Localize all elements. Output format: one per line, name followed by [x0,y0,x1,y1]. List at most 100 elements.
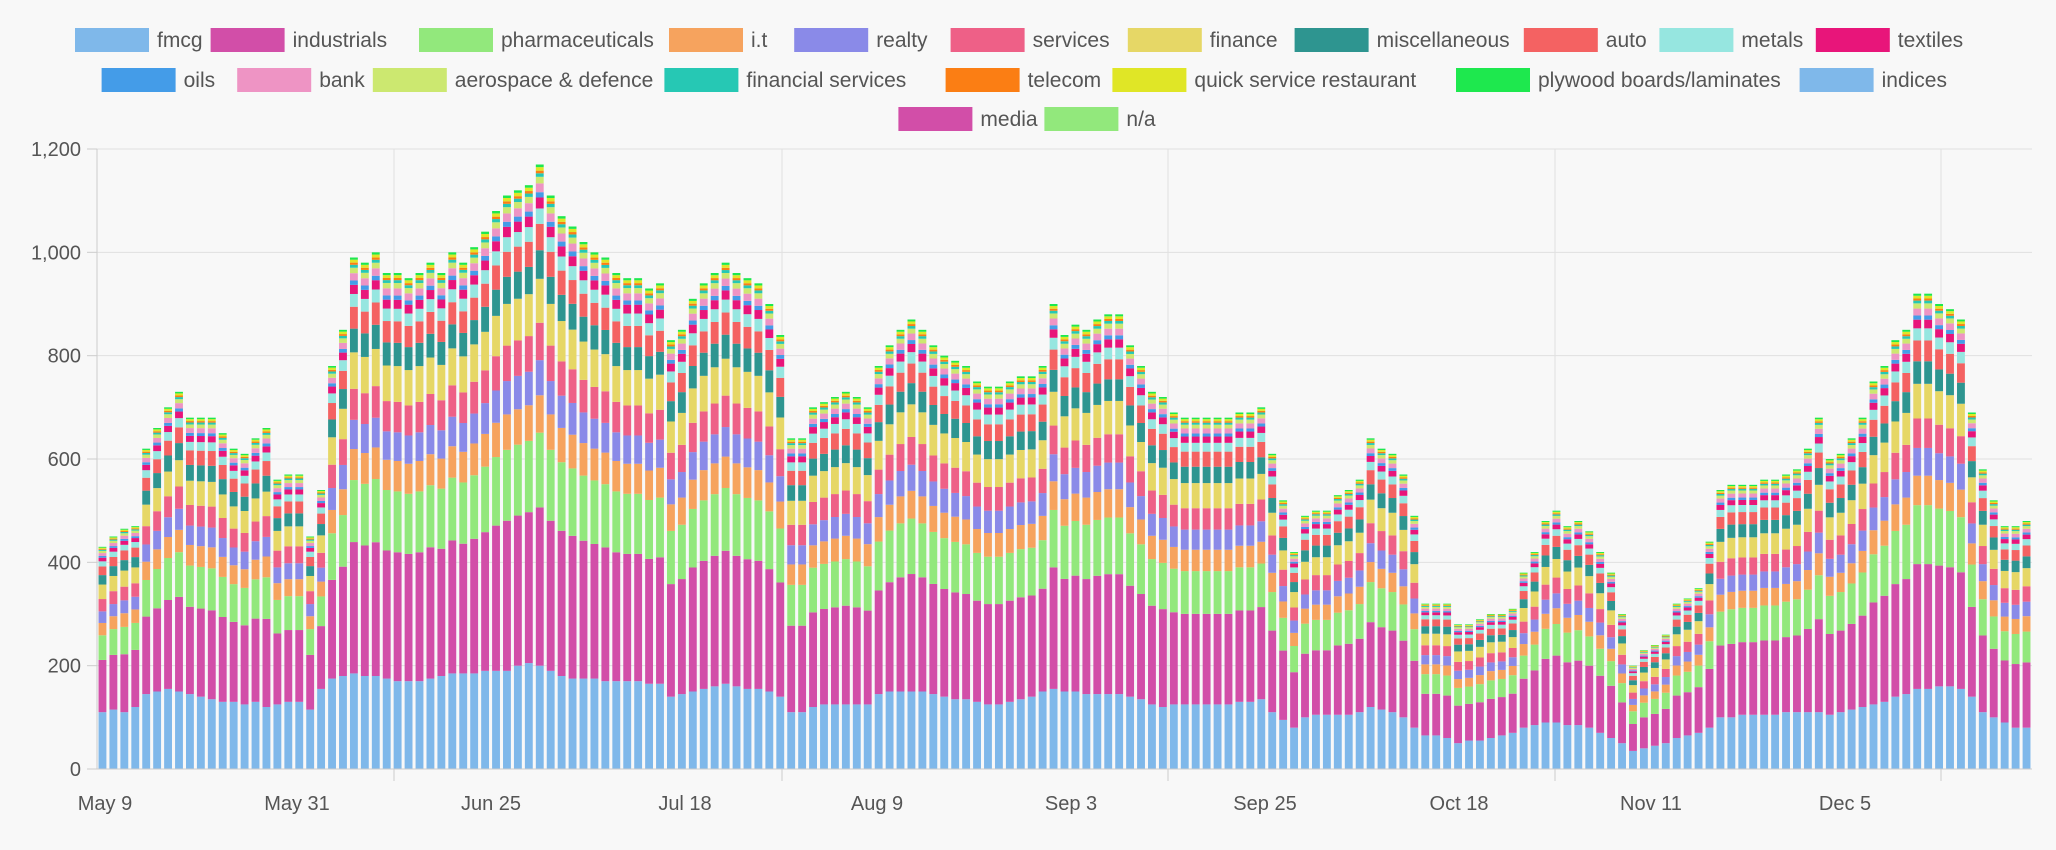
bar-segment-metals [513,232,522,247]
bar-segment-fmcg [656,683,664,769]
legend-item-i-t[interactable]: i.t [669,28,768,52]
bar-segment-fmcg [1060,691,1069,769]
legend-item-services[interactable]: services [950,28,1110,52]
bar-segment-auto [579,293,588,317]
bar-segment-aerospace-defence [1935,313,1944,319]
bar-segment-plywood-boards-laminates [1869,381,1878,384]
bar-segment-fmcg [1705,727,1714,769]
bar-segment-pharmaceuticals [1869,554,1878,603]
legend-swatch-quick-service-restaurant [1112,68,1187,92]
bar-segment-financial-services [1005,387,1014,390]
bar-segment-auto [1410,540,1419,553]
bar-segment-oils [1060,354,1069,359]
bar-segment-bank [481,248,490,256]
legend-item-indices[interactable]: indices [1799,68,1947,92]
bar-segment-finance [1279,550,1288,570]
bar-segment-industrials [262,618,271,707]
bar-segment-plywood-boards-laminates [732,273,741,276]
legend-item-industrials[interactable]: industrials [210,28,388,52]
bar-segment-aerospace-defence [809,414,817,419]
bar-segment-finance [557,321,566,362]
bar-segment-aerospace-defence [1082,338,1091,344]
legend-item-financial-services[interactable]: financial services [664,68,906,92]
bar-segment-financial-services [732,280,741,284]
legend-item-plywood-boards-laminates[interactable]: plywood boards/laminates [1456,68,1781,92]
legend-item-metals[interactable]: metals [1659,28,1803,52]
bar-segment-auto [1290,572,1299,583]
bar-segment-quick-service-restaurant [754,285,763,289]
bar-segment-finance [601,354,610,392]
bar-segment-aerospace-defence [415,283,424,289]
bar-segment-aerospace-defence [896,338,905,344]
bar-segment-i-t [973,529,981,553]
legend-item-oils[interactable]: oils [101,68,216,92]
bar-segment-financial-services [1563,529,1572,532]
bar-segment-finance [229,506,238,529]
bar-segment-metals [1191,442,1200,452]
bar-segment-realty [218,538,227,557]
bar-segment-miscellaneous [1793,510,1801,525]
bar-segment-services [612,401,621,433]
bar-segment-industrials [1497,697,1506,736]
bar-stack [732,273,741,769]
bar-segment-industrials [1814,619,1823,713]
bar-segment-miscellaneous [1585,564,1594,577]
bar-segment-aerospace-defence [1825,465,1834,469]
bar-segment-quick-service-restaurant [1071,326,1080,330]
bar-segment-i-t [1016,525,1025,550]
bar-segment-textiles [284,489,293,495]
legend-item-aerospace-defence[interactable]: aerospace & defence [372,68,653,92]
bar-segment-telecom [1475,620,1484,622]
bar-segment-textiles [798,456,807,463]
legend-item-finance[interactable]: finance [1127,28,1278,52]
legend-item-fmcg[interactable]: fmcg [75,28,203,52]
bar-segment-fmcg [1115,694,1124,769]
legend-item-bank[interactable]: bank [237,68,365,92]
bar-segment-financial-services [1574,524,1583,527]
bar-segment-oils [918,349,927,354]
bar-segment-oils [404,300,413,305]
bar-segment-auto [1268,484,1277,499]
bar-segment-plywood-boards-laminates [710,273,719,276]
legend-item-telecom[interactable]: telecom [945,68,1102,92]
legend-item-auto[interactable]: auto [1523,28,1647,52]
bar-segment-fmcg [1257,699,1266,769]
bar-segment-pharmaceuticals [284,596,293,631]
bar-segment-metals [273,499,282,507]
bar-stack [1290,552,1299,769]
bar-segment-pharmaceuticals [1005,552,1014,601]
bar-segment-metals [1366,461,1375,471]
bar-stack [1935,304,1944,769]
legend-item-realty[interactable]: realty [794,28,928,52]
bar-stack [1399,474,1408,769]
bar-segment-fmcg [459,673,468,769]
bar-segment-realty [459,423,468,452]
bar-segment-textiles [1137,387,1145,396]
bar-segment-pharmaceuticals [1639,702,1648,718]
bar-segment-plywood-boards-laminates [1355,479,1364,481]
bar-segment-telecom [1760,482,1769,484]
legend-item-pharmaceuticals[interactable]: pharmaceuticals [419,28,654,52]
bar-segment-realty [1519,633,1528,645]
bar-segment-quick-service-restaurant [973,383,981,386]
bar-segment-i-t [1169,546,1178,569]
legend-label-aerospace-defence: aerospace & defence [455,69,653,92]
bar-segment-metals [951,390,960,401]
bar-segment-textiles [2000,539,2009,544]
bar-segment-services [1202,508,1211,530]
legend-item-media[interactable]: media [898,107,1038,131]
legend-item-n-a[interactable]: n/a [1044,107,1156,131]
bar-segment-auto [918,372,927,392]
bar-segment-industrials [1891,584,1900,697]
legend-item-miscellaneous[interactable]: miscellaneous [1294,28,1510,52]
bar-stack [1016,376,1025,769]
bar-segment-realty [1891,479,1900,505]
bar-segment-miscellaneous [317,524,326,536]
bar-segment-auto [1891,382,1900,402]
bar-segment-pharmaceuticals [1957,517,1965,573]
bar-segment-aerospace-defence [1814,424,1823,429]
legend-item-quick-service-restaurant[interactable]: quick service restaurant [1112,68,1416,92]
bar-segment-telecom [1115,319,1124,321]
bar-segment-quick-service-restaurant [2011,527,2020,529]
legend-item-textiles[interactable]: textiles [1815,28,1963,52]
